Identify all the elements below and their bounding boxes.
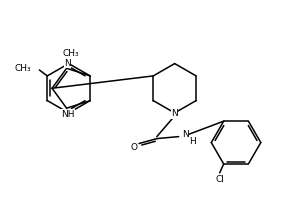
Text: H: H xyxy=(189,137,196,146)
Text: Cl: Cl xyxy=(215,175,224,184)
Text: CH₃: CH₃ xyxy=(62,49,79,58)
Text: N: N xyxy=(171,109,178,118)
Text: O: O xyxy=(131,143,138,152)
Text: CH₃: CH₃ xyxy=(15,63,31,72)
Text: N: N xyxy=(182,130,189,139)
Text: NH: NH xyxy=(61,110,74,119)
Text: N: N xyxy=(64,59,71,68)
